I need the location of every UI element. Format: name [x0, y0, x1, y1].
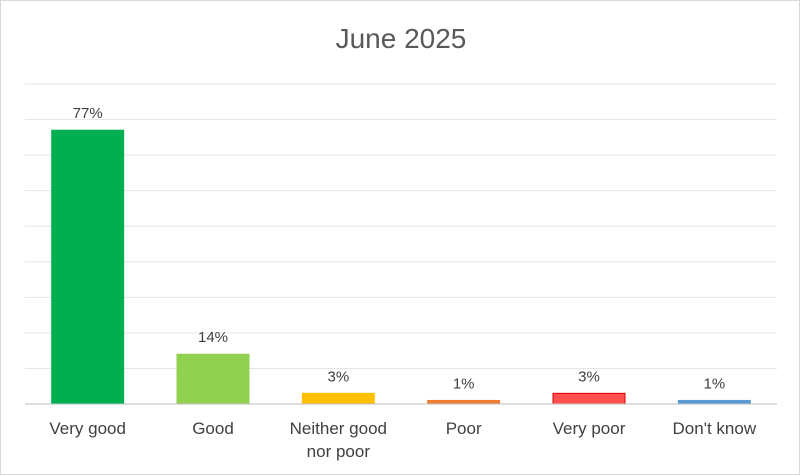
- gridlines: [25, 83, 777, 369]
- bar-very-good: [51, 129, 125, 405]
- category-label: Don't know: [673, 419, 757, 438]
- category-labels: Very good Good Neither good nor poor Poor Ver…: [49, 419, 756, 461]
- data-label: 3%: [327, 368, 349, 385]
- category-label: Good: [192, 419, 234, 438]
- data-labels: 77% 14% 3% 1% 3% 1%: [73, 105, 726, 392]
- category-label: Poor: [446, 419, 482, 438]
- bar-poor: [427, 399, 501, 405]
- category-label: Neither good: [290, 419, 387, 438]
- bars: [51, 129, 751, 405]
- category-label: nor poor: [307, 442, 371, 461]
- chart-title: June 2025: [336, 23, 467, 54]
- data-label: 14%: [198, 329, 228, 346]
- bar-good: [176, 353, 250, 405]
- bar-neither-good-nor-poor: [301, 392, 375, 405]
- bar-don-t-know: [677, 399, 751, 405]
- bar-very-poor: [552, 392, 626, 405]
- data-label: 77%: [73, 105, 103, 122]
- data-label: 3%: [578, 368, 600, 385]
- category-label: Very good: [49, 419, 126, 438]
- data-label: 1%: [453, 375, 475, 392]
- data-label: 1%: [703, 375, 725, 392]
- category-label: Very poor: [553, 419, 626, 438]
